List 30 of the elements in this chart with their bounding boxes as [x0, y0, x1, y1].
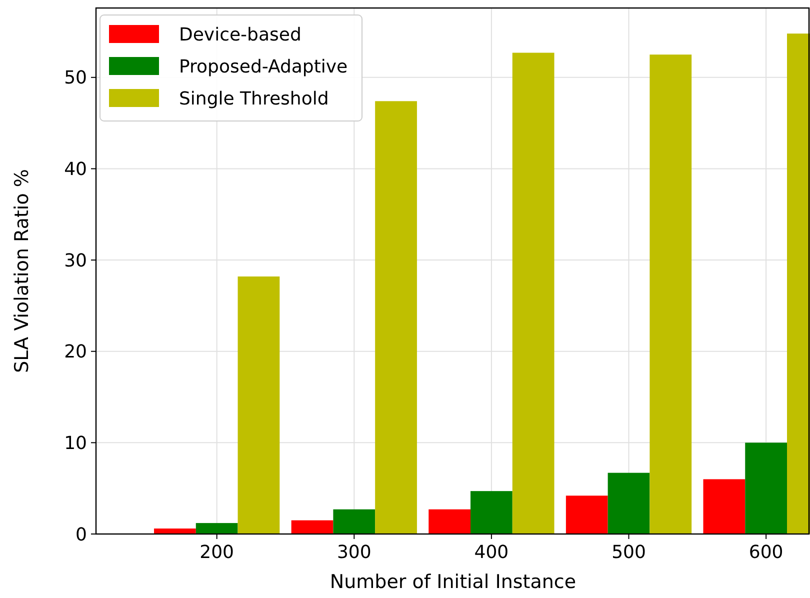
y-tick-label: 10: [64, 432, 87, 454]
x-tick-label: 500: [612, 542, 646, 563]
bar: [291, 520, 334, 534]
y-axis-title: SLA Violation Ratio %: [11, 169, 33, 373]
y-tick-label: 40: [64, 159, 87, 180]
x-axis-title: Number of Initial Instance: [330, 571, 576, 593]
x-tick-label: 200: [200, 542, 234, 563]
bar: [375, 101, 417, 534]
bar: [154, 528, 196, 534]
legend-label: Proposed-Adaptive: [179, 56, 348, 78]
bar: [608, 472, 650, 534]
x-tick-label: 600: [748, 542, 784, 563]
x-tick-label: 400: [474, 542, 509, 563]
bar: [566, 496, 608, 534]
bar: [745, 442, 787, 534]
bar: [650, 54, 692, 534]
bar: [703, 479, 746, 534]
x-tick-label: 300: [336, 542, 372, 563]
y-tick-label: 50: [64, 68, 87, 89]
bar: [428, 509, 471, 534]
bar: [470, 491, 512, 534]
bar: [512, 52, 554, 534]
legend-label: Single Threshold: [179, 88, 329, 110]
bar: [196, 523, 238, 534]
bar: [333, 509, 376, 534]
legend-label: Device-based: [179, 24, 302, 46]
y-tick-label: 20: [64, 342, 87, 363]
bar: [238, 276, 280, 534]
y-tick-label: 0: [76, 524, 87, 546]
y-tick-label: 30: [64, 250, 87, 272]
